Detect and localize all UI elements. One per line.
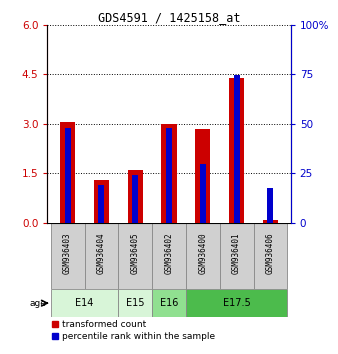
Bar xyxy=(234,75,240,223)
Bar xyxy=(152,289,186,318)
Text: E16: E16 xyxy=(160,298,178,308)
Bar xyxy=(94,180,109,223)
Bar xyxy=(267,188,273,223)
Text: E17.5: E17.5 xyxy=(223,298,250,308)
Bar xyxy=(132,175,138,223)
Text: GSM936400: GSM936400 xyxy=(198,233,207,274)
Text: E14: E14 xyxy=(75,298,94,308)
Bar xyxy=(162,124,177,223)
Bar xyxy=(65,128,71,223)
Bar xyxy=(60,122,75,223)
Bar xyxy=(186,289,287,318)
Bar xyxy=(186,223,220,289)
Bar xyxy=(229,78,244,223)
Legend: transformed count, percentile rank within the sample: transformed count, percentile rank withi… xyxy=(52,320,215,341)
Bar xyxy=(51,223,84,289)
Text: age: age xyxy=(30,299,47,308)
Text: GSM936404: GSM936404 xyxy=(97,233,106,274)
Bar xyxy=(98,185,104,223)
Text: E15: E15 xyxy=(126,298,144,308)
Text: GSM936402: GSM936402 xyxy=(165,233,173,274)
Bar xyxy=(152,223,186,289)
Bar xyxy=(254,223,287,289)
Bar xyxy=(51,289,118,318)
Bar xyxy=(166,128,172,223)
Title: GDS4591 / 1425158_at: GDS4591 / 1425158_at xyxy=(98,11,240,24)
Bar xyxy=(220,223,254,289)
Text: GSM936406: GSM936406 xyxy=(266,233,275,274)
Bar xyxy=(128,170,143,223)
Bar xyxy=(84,223,118,289)
Text: GSM936403: GSM936403 xyxy=(63,233,72,274)
Bar xyxy=(195,129,210,223)
Bar xyxy=(200,164,206,223)
Text: GSM936405: GSM936405 xyxy=(131,233,140,274)
Text: GSM936401: GSM936401 xyxy=(232,233,241,274)
Bar xyxy=(263,219,278,223)
Bar xyxy=(118,289,152,318)
Bar xyxy=(118,223,152,289)
